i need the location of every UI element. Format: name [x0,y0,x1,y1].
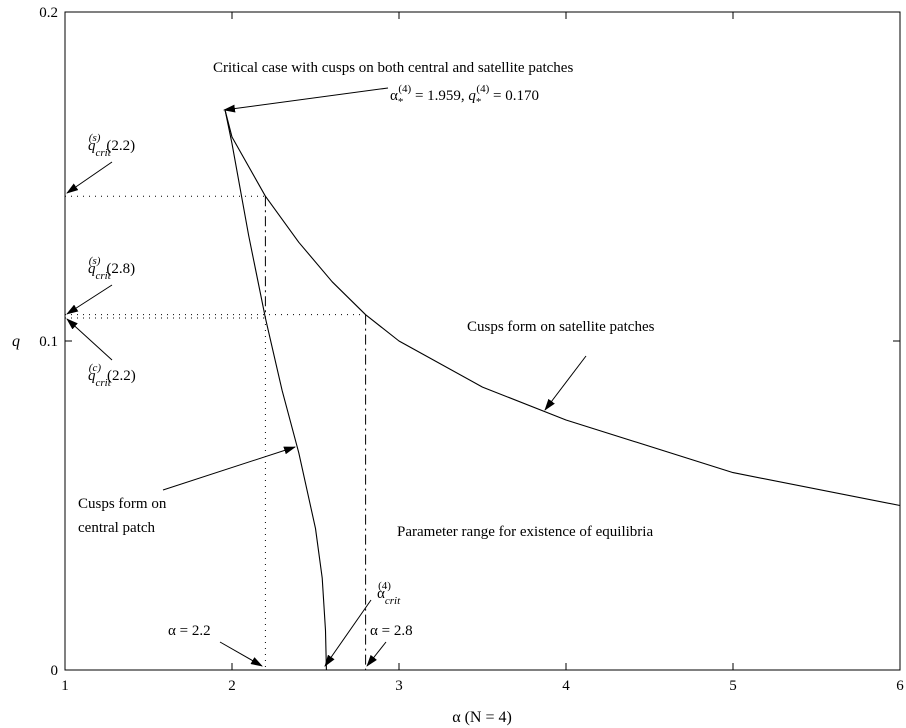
critical-q-sup: (4) [476,83,489,95]
qcrit-c-22-sub: crit [96,377,112,389]
qcrit-c-22-label: qcrit (c) (2.2) [88,362,136,389]
annotation-arrows [66,87,587,667]
critical-values-annotation: α*(4) = 1.959, q*(4) = 0.170 [390,83,539,108]
qcrit-s-28-sup: (s) [89,255,101,267]
satellite-arrow [544,355,587,411]
alpha-crit-arrow [324,599,372,667]
range-label: Parameter range for existence of equilib… [397,524,653,540]
alpha-28-label: α = 2.8 [370,623,413,639]
qcrit-s-28-q: q [88,261,96,277]
central-label-line2: central patch [78,520,156,536]
alpha-28-arrow [366,641,387,667]
qcrit-s-22-sub: crit [96,147,112,159]
critical-alpha-symbol: α [390,88,398,104]
critical-alpha-star: * [398,96,404,108]
critical-q-eq: = 0.170 [489,88,539,104]
x-tick-label-0: 1 [61,678,69,694]
qcrit-s-22-q: q [88,138,96,154]
critical-point-arrow [223,87,389,113]
critical-title-annotation: Critical case with cusps on both central… [213,60,573,76]
y-tick-label-1: 0.1 [39,334,58,350]
series-group [224,110,901,671]
central-arrow [162,446,296,491]
central-label-line1: Cusps form on [78,496,167,512]
qcrit-s-28-arg: (2.8) [106,261,135,277]
qcrit-c-22-q: q [88,368,96,384]
x-tick-label-2: 3 [395,678,403,694]
critical-q-symbol: q [468,88,476,104]
qcrit-s-28-label: qcrit (s) (2.8) [88,255,135,282]
qcrit-c-22-sup: (c) [89,362,102,374]
x-tick-labels: 1 2 3 4 5 6 [61,678,904,694]
plot-frame [64,11,901,671]
series-line-0 [224,110,901,507]
x-tick-label-4: 5 [729,678,737,694]
alpha-crit-sup: (4) [378,580,391,592]
axis-ticks [64,11,901,671]
x-tick-label-3: 4 [562,678,570,694]
y-tick-label-2: 0.2 [39,5,58,21]
x-tick-label-1: 2 [228,678,236,694]
qcrit-s-22-arg: (2.2) [106,138,135,154]
critical-q-star: * [476,96,482,108]
alpha-crit-label: αcrit (4) [377,580,401,607]
qcrit-s-28-sub: crit [96,270,112,282]
y-tick-labels: 0 0.1 0.2 [39,5,58,679]
x-tick-label-5: 6 [896,678,904,694]
alpha-crit-sub: crit [385,595,401,607]
critical-alpha-eq: = 1.959, [411,88,468,104]
qcrit-s-22-arrow [66,161,113,194]
qcrit-s-22-label: qcrit (s) (2.2) [88,132,135,159]
y-tick-label-0: 0 [51,663,59,679]
x-axis-label: α (N = 4) [452,709,512,726]
satellite-label: Cusps form on satellite patches [467,319,655,335]
qcrit-c-22-arrow [66,318,113,361]
series-line-1 [224,110,327,671]
qcrit-c-22-arg: (2.2) [107,368,136,384]
alpha-crit-symbol: α [377,586,385,602]
critical-alpha-sup: (4) [398,83,411,95]
y-axis-label: q [12,333,20,350]
qcrit-s-28-arrow [66,284,113,315]
qcrit-s-22-sup: (s) [89,132,101,144]
alpha-22-arrow [219,641,263,667]
alpha-22-label: α = 2.2 [168,623,211,639]
guide-lines [65,195,367,670]
